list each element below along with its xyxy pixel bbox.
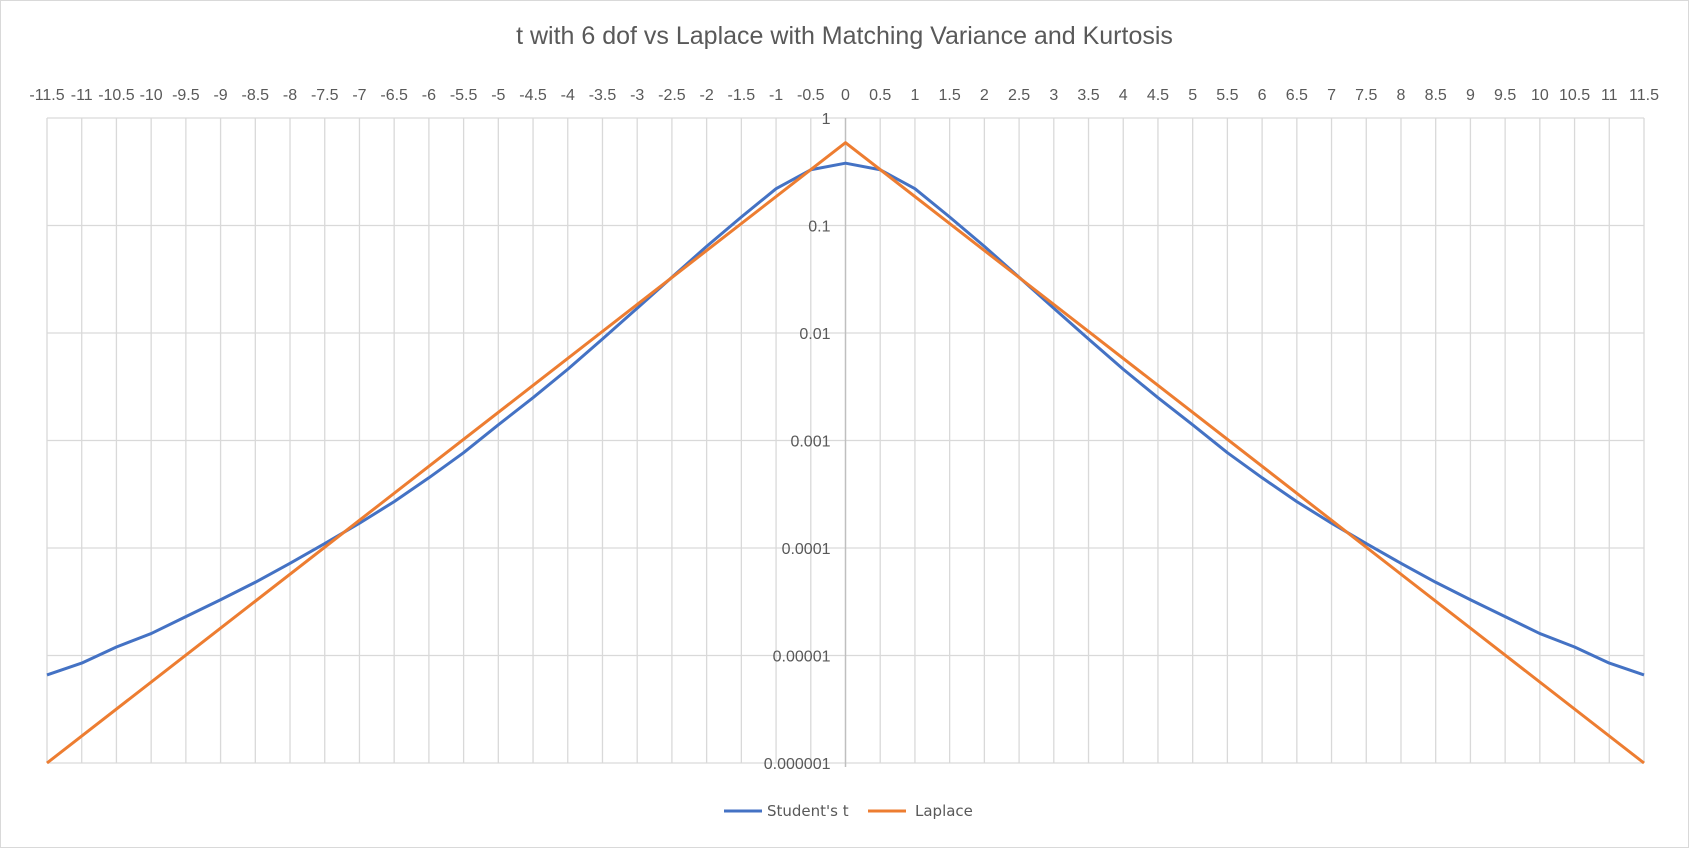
legend-label-laplace: Laplace xyxy=(915,802,973,820)
x-tick-label: -2.5 xyxy=(658,87,686,104)
x-tick-label: 7 xyxy=(1327,87,1336,104)
x-tick-label: -2 xyxy=(700,87,714,104)
x-tick-label: 1.5 xyxy=(939,87,961,104)
x-tick-label: 4.5 xyxy=(1147,87,1169,104)
x-tick-label: 0 xyxy=(841,87,850,104)
x-tick-label: -10 xyxy=(140,87,163,104)
x-tick-label: 10 xyxy=(1531,87,1549,104)
y-tick-label: 0.1 xyxy=(808,219,830,236)
x-tick-label: -11.5 xyxy=(29,87,64,104)
x-tick-label: -1.5 xyxy=(728,87,756,104)
x-tick-label: 9.5 xyxy=(1494,87,1516,104)
x-tick-label: 8 xyxy=(1397,87,1406,104)
series-line-students-t xyxy=(46,161,1645,677)
y-tick-label: 0.0001 xyxy=(782,541,831,558)
x-tick-label: -11 xyxy=(71,87,93,104)
legend-label-students-t: Student's t xyxy=(767,802,849,820)
x-tick-label: 11.5 xyxy=(1629,87,1659,104)
x-tick-label: -9 xyxy=(213,87,227,104)
x-tick-label: 3.5 xyxy=(1077,87,1099,104)
x-tick-label: -1 xyxy=(769,87,783,104)
y-tick-label: 1 xyxy=(822,111,831,128)
y-tick-label: 0.001 xyxy=(790,434,830,451)
x-tick-label: -6 xyxy=(422,87,436,104)
x-tick-label: -7 xyxy=(352,87,366,104)
y-tick-label: 0.01 xyxy=(799,326,830,343)
x-tick-label: 1 xyxy=(910,87,919,104)
x-tick-label: 6.5 xyxy=(1286,87,1308,104)
x-tick-label: 2.5 xyxy=(1008,87,1030,104)
x-tick-label: 9 xyxy=(1466,87,1475,104)
x-tick-label: -10.5 xyxy=(98,87,135,104)
x-tick-label: 0.5 xyxy=(869,87,891,104)
x-tick-label: -4 xyxy=(561,87,575,104)
x-tick-label: -5.5 xyxy=(450,87,478,104)
x-tick-label: 6 xyxy=(1258,87,1267,104)
y-tick-label: 0.000001 xyxy=(764,756,831,773)
x-tick-label: -7.5 xyxy=(311,87,339,104)
x-tick-label: 4 xyxy=(1119,87,1128,104)
chart-title: t with 6 dof vs Laplace with Matching Va… xyxy=(516,22,1173,50)
x-tick-label: 11 xyxy=(1601,87,1618,104)
x-tick-label: -5 xyxy=(491,87,505,104)
x-tick-label: -6.5 xyxy=(380,87,408,104)
y-tick-label: 0.00001 xyxy=(773,649,831,666)
x-tick-label: 2 xyxy=(980,87,989,104)
x-tick-label: 5 xyxy=(1188,87,1197,104)
x-tick-label: -0.5 xyxy=(797,87,825,104)
x-tick-label: -8.5 xyxy=(242,87,270,104)
x-tick-label: 5.5 xyxy=(1216,87,1238,104)
x-tick-label: 8.5 xyxy=(1425,87,1447,104)
x-tick-label: -9.5 xyxy=(172,87,200,104)
x-tick-label: 10.5 xyxy=(1559,87,1590,104)
x-tick-label: 3 xyxy=(1049,87,1058,104)
x-tick-label: -4.5 xyxy=(519,87,547,104)
x-tick-label: -8 xyxy=(283,87,297,104)
x-tick-label: -3.5 xyxy=(589,87,617,104)
x-tick-label: 7.5 xyxy=(1355,87,1377,104)
series-line-laplace xyxy=(46,141,1645,765)
x-tick-label: -3 xyxy=(630,87,644,104)
